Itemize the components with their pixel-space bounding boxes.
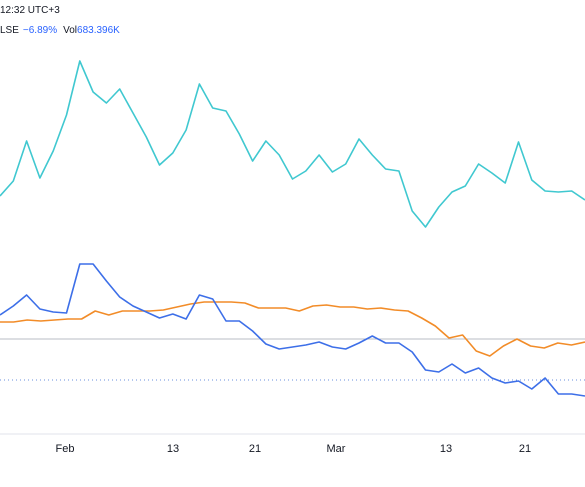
x-tick-label: 13 — [440, 443, 452, 455]
x-tick-label: Mar — [327, 443, 346, 455]
legend-row: LSE −6.89% Vol683.396K — [0, 25, 120, 36]
header-time: 12:32 UTC+3 — [0, 5, 60, 16]
series-line-blue — [0, 263, 585, 397]
volume-value: 683.396K — [77, 25, 120, 36]
series-layer — [0, 60, 585, 397]
x-tick-label: 21 — [519, 443, 531, 455]
x-axis-ticks: Feb 13 21 Mar 13 21 — [56, 443, 532, 455]
change-percent: −6.89% — [22, 25, 58, 36]
symbol-label[interactable]: LSE — [0, 25, 19, 36]
x-tick-label: 13 — [167, 443, 179, 455]
series-line-teal — [0, 60, 585, 228]
x-tick-label: Feb — [56, 443, 75, 455]
series-line-orange — [0, 301, 585, 357]
volume-label: Vol — [63, 25, 78, 36]
x-tick-label: 21 — [249, 443, 261, 455]
